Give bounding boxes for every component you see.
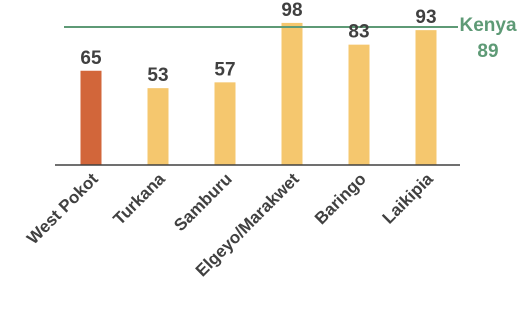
x-tick-label: Turkana <box>110 169 170 229</box>
data-label: 98 <box>281 0 302 21</box>
value-labels-layer: 65 53 57 98 83 93 <box>80 0 436 86</box>
bar-samburu <box>214 82 236 165</box>
data-label: 53 <box>147 65 168 86</box>
x-tick-label: Baringo <box>311 169 370 228</box>
bar-west-pokot <box>80 70 102 165</box>
data-label: 83 <box>348 22 369 43</box>
x-tick-label: Samburu <box>170 169 236 235</box>
bar-laikipia <box>415 30 437 166</box>
bars-layer <box>80 22 437 166</box>
bar-baringo <box>348 44 370 165</box>
bar-elgeyo-marakwet <box>281 22 303 166</box>
data-label: 65 <box>80 48 102 69</box>
x-tick-label: West Pokot <box>23 169 102 248</box>
reference-line-value-label: 89 <box>477 41 498 62</box>
bar-turkana <box>147 88 169 165</box>
data-label: 57 <box>214 59 235 80</box>
x-tick-label: Laikipia <box>379 169 438 228</box>
data-label: 93 <box>415 7 436 28</box>
reference-line-name-label: Kenya <box>459 15 516 36</box>
